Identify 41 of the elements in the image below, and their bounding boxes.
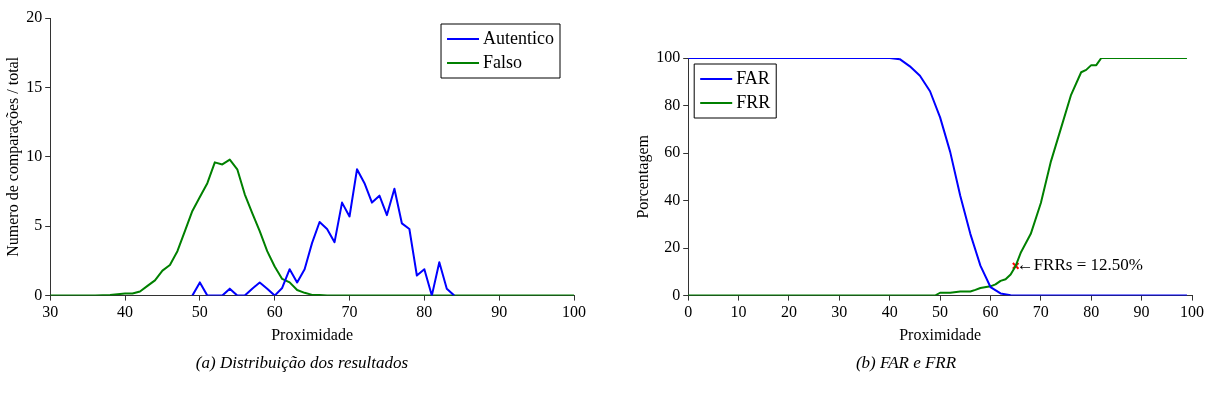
x-tick-label: 80 bbox=[1083, 303, 1100, 321]
legend-label: FAR bbox=[736, 67, 770, 88]
text: (a) Distribuição dos resultados bbox=[194, 353, 410, 373]
y-tick-label: 20 bbox=[664, 238, 681, 256]
y-axis-title: Numero de comparações / total bbox=[3, 56, 22, 257]
y-tick-label: 20 bbox=[26, 8, 43, 26]
y-tick-label: 80 bbox=[664, 95, 681, 113]
y-tick-label: 0 bbox=[34, 285, 43, 303]
x-tick-label: 50 bbox=[932, 303, 949, 321]
y-tick-label: 15 bbox=[26, 77, 43, 95]
y-tick-label: 10 bbox=[26, 147, 43, 164]
y-tick-label: 40 bbox=[664, 190, 681, 208]
x-tick-label: 50 bbox=[191, 303, 208, 321]
x-tick-label: 90 bbox=[491, 303, 508, 321]
legend-label: Falso bbox=[483, 51, 523, 72]
legend-label: Autentico bbox=[483, 27, 554, 48]
x-tick-label: 60 bbox=[266, 303, 283, 321]
x-tick-label: 30 bbox=[831, 303, 848, 321]
x-tick-label: 40 bbox=[117, 303, 134, 321]
x-tick-label: 80 bbox=[416, 303, 433, 321]
annotation: ←FRRs = 12.50% bbox=[1016, 255, 1143, 275]
x-tick-label: 10 bbox=[730, 303, 747, 321]
y-tick-label: 0 bbox=[672, 285, 681, 303]
y-tick-label: 100 bbox=[656, 48, 681, 66]
y-tick-label: 5 bbox=[34, 216, 43, 234]
x-tick-label: 20 bbox=[780, 303, 797, 321]
text: (b) FAR e FRR bbox=[854, 353, 958, 373]
x-tick-label: 40 bbox=[881, 303, 898, 321]
y-tick-label: 60 bbox=[664, 143, 681, 161]
x-tick-label: 30 bbox=[42, 303, 59, 321]
x-tick-label: 90 bbox=[1133, 303, 1150, 321]
x-tick-label: 70 bbox=[341, 303, 358, 321]
x-tick-label: 100 bbox=[1180, 303, 1204, 321]
x-tick-label: 70 bbox=[1032, 303, 1049, 321]
x-tick-label: 100 bbox=[562, 303, 586, 321]
x-axis-title: Proximidade bbox=[271, 325, 353, 343]
y-axis-title: Porcentagem bbox=[633, 134, 652, 219]
legend-label: FRR bbox=[736, 91, 771, 112]
x-tick-label: 0 bbox=[684, 303, 693, 321]
x-axis-title: Proximidade bbox=[899, 325, 981, 343]
x-tick-label: 60 bbox=[982, 303, 999, 321]
